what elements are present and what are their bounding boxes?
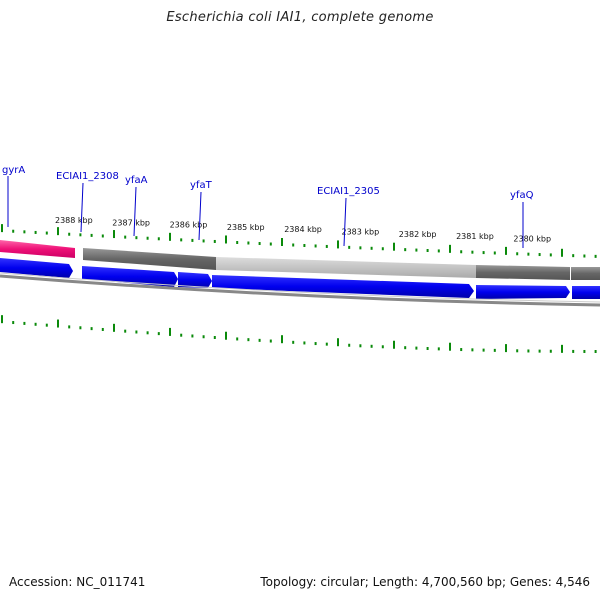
gene-label-text: yfaT xyxy=(190,180,213,191)
gene-label-text: ECIAI1_2305 xyxy=(317,186,380,197)
blue-arrow-6[interactable] xyxy=(572,286,600,299)
kbp-label: 2387 kbp xyxy=(112,218,150,227)
gene-label-yfaA[interactable]: yfaA xyxy=(125,175,148,237)
forward-gray-feature-3[interactable] xyxy=(571,267,600,280)
forward-strand-features xyxy=(0,240,600,280)
genome-stats-text: Topology: circular; Length: 4,700,560 bp… xyxy=(260,575,590,589)
gene-label-yfaQ[interactable]: yfaQ xyxy=(510,190,534,248)
blue-arrow-3[interactable] xyxy=(178,272,212,288)
gene-label-ECIAI1_2308[interactable]: ECIAI1_2308 xyxy=(56,171,119,233)
upper-tick-track xyxy=(1,224,597,258)
gene-label-text: yfaA xyxy=(125,175,148,186)
genome-backbone xyxy=(0,274,600,307)
map-title: Escherichia coli IAI1, complete genome xyxy=(166,10,434,25)
blue-arrow-2[interactable] xyxy=(82,266,178,287)
accession-text: Accession: NC_011741 xyxy=(9,575,146,589)
lower-tick-track xyxy=(1,315,597,353)
kbp-label: 2380 kbp xyxy=(513,234,551,243)
blue-arrow-5[interactable] xyxy=(476,285,570,299)
kbp-label: 2388 kbp xyxy=(55,216,93,225)
kbp-label: 2384 kbp xyxy=(284,225,322,234)
kbp-label: 2383 kbp xyxy=(342,228,380,237)
forward-light-feature[interactable] xyxy=(216,257,476,278)
forward-gray-feature-2[interactable] xyxy=(476,265,570,280)
blue-arrow-4[interactable] xyxy=(212,275,474,298)
blue-arrow-1[interactable] xyxy=(0,258,73,278)
gene-label-text: ECIAI1_2308 xyxy=(56,171,119,182)
kbp-label: 2381 kbp xyxy=(456,232,494,241)
kbp-label: 2385 kbp xyxy=(227,223,265,232)
reverse-strand-features xyxy=(0,258,600,299)
gene-label-ECIAI1_2305[interactable]: ECIAI1_2305 xyxy=(317,186,380,247)
kbp-label: 2382 kbp xyxy=(399,230,437,239)
kbp-label: 2386 kbp xyxy=(170,221,208,230)
forward-gray-feature-1[interactable] xyxy=(83,248,216,270)
gyrA-feature[interactable] xyxy=(0,240,75,258)
gene-label-yfaT[interactable]: yfaT xyxy=(190,180,213,241)
gene-label-gyrA[interactable]: gyrA xyxy=(2,165,25,227)
gene-label-text: yfaQ xyxy=(510,190,534,201)
gene-label-text: gyrA xyxy=(2,165,25,176)
kbp-scale: 2388 kbp 2387 kbp 2386 kbp 2385 kbp 2384 kbp… xyxy=(55,216,551,243)
